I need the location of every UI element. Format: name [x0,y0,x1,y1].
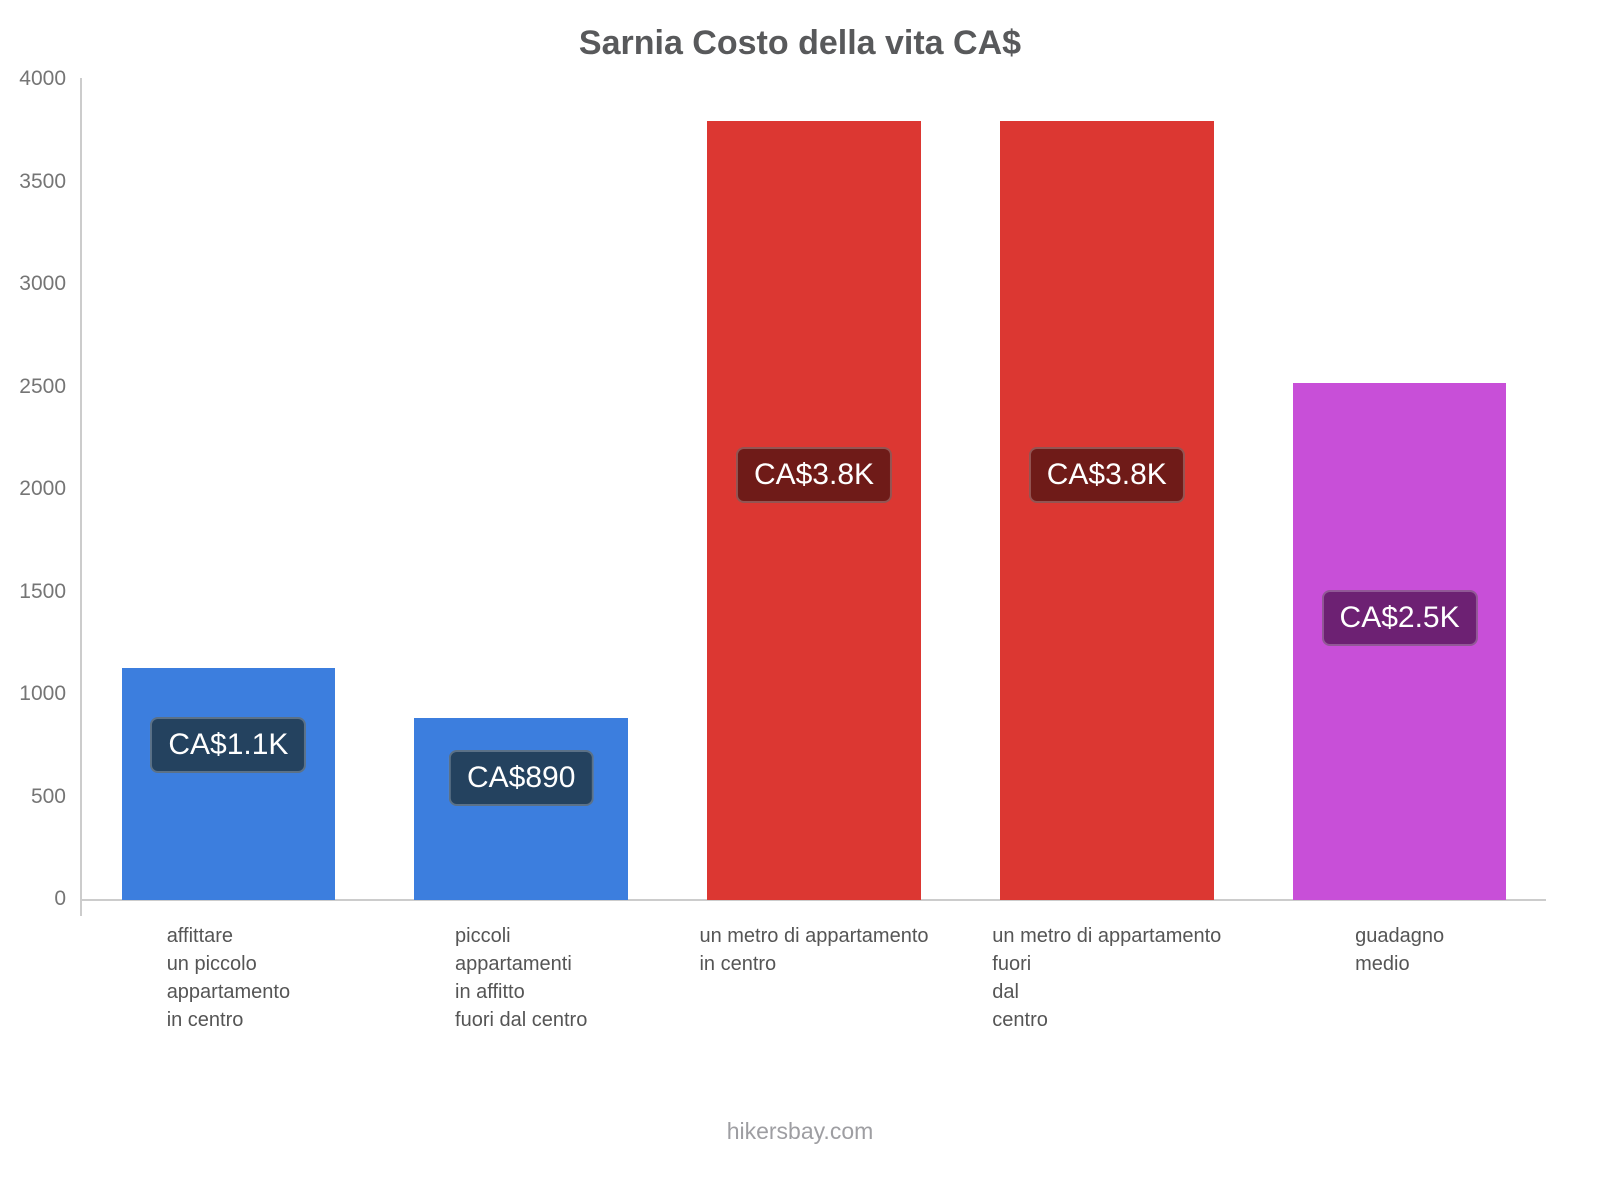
x-axis-line [80,899,1546,901]
bar-2: CA$890 [414,717,629,900]
x-axis-category: affittare un piccolo appartamento in cen… [82,922,375,1034]
x-axis-category: un metro di appartamento in centro [668,922,961,978]
bar-1: CA$1.1K [121,668,336,900]
footer-link[interactable]: hikersbay.com [726,1118,874,1144]
y-axis-tick-label: 0 [54,887,66,910]
x-axis-category-label: affittare un piccolo appartamento in cen… [166,925,291,1031]
bar-5: CA$2.5K [1292,383,1507,900]
bar-3: CA$3.8K [707,121,921,900]
y-axis-tick-label: 1500 [19,579,66,603]
x-axis-category: un metro di appartamento fuori dal centr… [960,922,1253,1034]
bar-slot: CA$3.8K [960,80,1253,900]
y-axis-tick-label: 3500 [19,169,66,193]
bar-slot: CA$890 [375,80,668,900]
bar-value-label: CA$1.1K [150,716,307,773]
y-axis-tick-label: 2500 [19,374,66,398]
bar-slot: CA$1.1K [82,80,375,900]
y-axis-tick-label: 1000 [19,682,66,705]
bar-value-label: CA$890 [448,749,594,806]
x-axis-category-label: piccoli appartamenti in affitto fuori da… [455,925,588,1031]
y-axis-tick-label: 500 [30,784,66,808]
bar-slot: CA$3.8K [668,80,961,900]
x-axis-labels: affittare un piccolo appartamento in cen… [82,922,1546,1034]
x-axis-category-label: un metro di appartamento in centro [699,925,929,975]
y-axis-tick-label: 2000 [19,477,66,500]
chart-title: Sarnia Costo della vita CA$ [578,24,1022,62]
x-axis-category-label: un metro di appartamento fuori dal centr… [992,925,1222,1031]
y-axis-line [80,78,82,916]
x-axis-category: guadagno medio [1253,922,1546,978]
y-axis-tick-label: 4000 [19,67,66,90]
bar-value-label: CA$3.8K [1028,447,1185,504]
bar-4: CA$3.8K [999,121,1214,900]
bar-slot: CA$2.5K [1253,80,1546,900]
x-axis-category: piccoli appartamenti in affitto fuori da… [375,922,668,1034]
plot-area: CA$1.1K CA$890 CA$3.8K CA$3.8K CA$2.5K [82,80,1546,900]
x-axis-category-label: guadagno medio [1355,925,1445,975]
bar-value-label: CA$2.5K [1321,590,1478,647]
y-axis-tick-label: 3000 [19,272,66,295]
bar-value-label: CA$3.8K [735,447,893,504]
